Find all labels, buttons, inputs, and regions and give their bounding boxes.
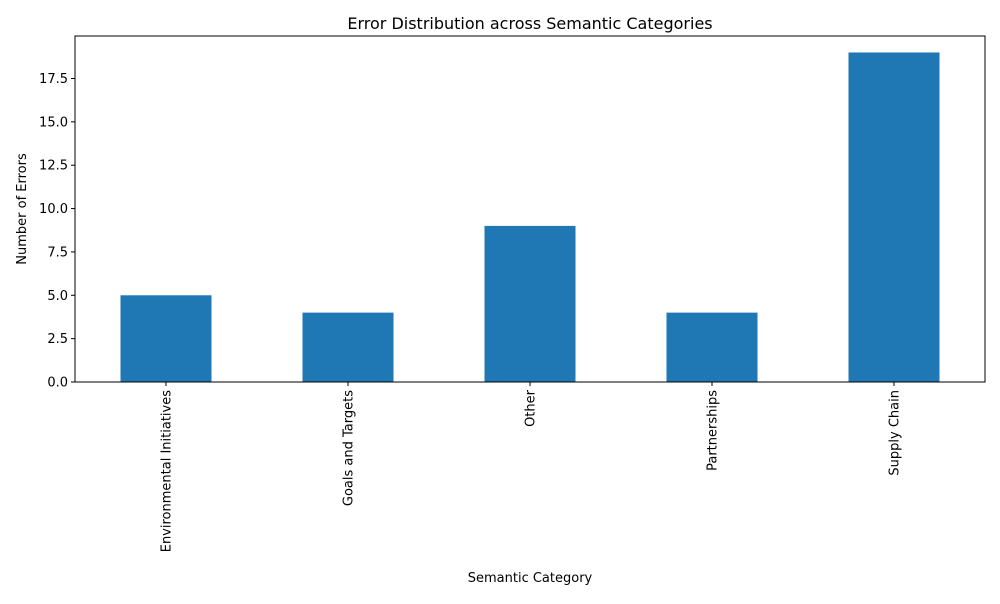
bar-supply-chain xyxy=(848,52,940,382)
y-tick-label: 10.0 xyxy=(39,202,68,217)
y-tick-label: 7.5 xyxy=(47,245,68,260)
x-tick-label: Supply Chain xyxy=(888,390,903,476)
bar-environmental-initiatives xyxy=(120,295,212,382)
bar-other xyxy=(484,225,576,382)
bar-goals-and-targets xyxy=(302,312,394,382)
chart-title: Error Distribution across Semantic Categ… xyxy=(347,14,712,33)
x-axis-label: Semantic Category xyxy=(468,571,593,586)
y-tick-label: 17.5 xyxy=(39,72,68,87)
y-tick-label: 5.0 xyxy=(47,289,68,304)
y-ticks: 0.0 2.5 5.0 7.5 10.0 12.5 15.0 17.5 xyxy=(39,72,75,391)
x-tick-label: Goals and Targets xyxy=(342,390,357,506)
y-tick-label: 12.5 xyxy=(39,159,68,174)
y-tick-label: 0.0 xyxy=(47,376,68,391)
y-tick-label: 2.5 xyxy=(47,332,68,347)
bars-layer xyxy=(120,52,940,382)
bar-partnerships xyxy=(666,312,758,382)
x-tick-label: Other xyxy=(524,389,539,427)
x-ticks: Environmental Initiatives Goals and Targe… xyxy=(160,382,903,552)
x-tick-label: Partnerships xyxy=(706,390,721,471)
y-tick-label: 15.0 xyxy=(39,115,68,130)
x-tick-label: Environmental Initiatives xyxy=(160,390,175,552)
y-axis-label: Number of Errors xyxy=(15,153,30,265)
